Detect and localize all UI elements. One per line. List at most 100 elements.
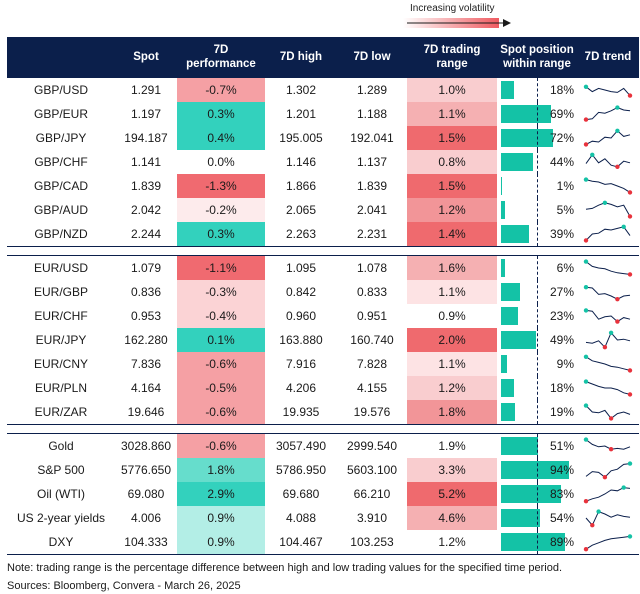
- trend-sparkline: [583, 437, 631, 452]
- trend-low-marker: [583, 499, 589, 504]
- high-value: 163.880: [279, 333, 323, 347]
- header-performance: 7D performance: [177, 37, 265, 78]
- trend-low-marker: [615, 297, 620, 302]
- instrument-name: GBP/NZD: [7, 222, 115, 247]
- trend-line: [585, 510, 631, 527]
- trend-line: [585, 535, 631, 550]
- trend-high-marker: [583, 354, 589, 359]
- low-value: 19.576: [337, 400, 407, 425]
- trend-cell: [577, 530, 639, 555]
- group-separator: [7, 424, 639, 434]
- trading-range-value: 1.5%: [407, 126, 497, 150]
- trend-sparkline: [585, 509, 631, 528]
- spot-position-cell: 72%: [497, 126, 577, 150]
- spot-position-bar: [501, 259, 505, 277]
- high-value: 3057.490: [265, 433, 337, 458]
- trading-range-value: 1.2%: [407, 530, 497, 555]
- spot-position-label: 5%: [556, 203, 574, 217]
- trend-high-marker: [583, 285, 589, 290]
- volatility-legend: Increasing volatility: [403, 0, 513, 36]
- spot-value: 19.646: [115, 400, 177, 425]
- instrument-name: GBP/CAD: [33, 179, 88, 193]
- trend-low-marker: [627, 214, 633, 219]
- spot-value: 5776.650: [120, 463, 172, 477]
- instrument-name: GBP/EUR: [33, 107, 88, 121]
- performance-value: -0.5%: [177, 376, 265, 400]
- spot-position-label: 9%: [556, 357, 574, 371]
- trend-cell: [577, 328, 639, 352]
- range-midpoint-line: [537, 376, 538, 400]
- header-performance-line1: 7D: [213, 44, 229, 56]
- trend-sparkline: [585, 200, 633, 219]
- trend-line: [585, 463, 631, 478]
- instrument-name: EUR/USD: [7, 255, 115, 280]
- trend-line: [585, 86, 631, 96]
- spot-value: 1.197: [130, 107, 162, 121]
- trading-range-value: 0.8%: [407, 150, 497, 174]
- trend-sparkline: [583, 105, 631, 122]
- instrument-name: EUR/ZAR: [7, 400, 115, 425]
- trading-range-value: 2.0%: [407, 328, 497, 352]
- group-separator-cell: [7, 246, 639, 256]
- instrument-name: EUR/JPY: [35, 333, 87, 347]
- spot-position-bar: [501, 509, 540, 527]
- trend-sparkline: [583, 354, 633, 373]
- trend-sparkline: [583, 285, 631, 302]
- volatility-legend-label: Increasing volatility: [410, 3, 495, 14]
- trading-range-value: 1.2%: [407, 376, 497, 400]
- performance-value: -0.4%: [177, 304, 265, 328]
- low-value: 103.253: [337, 530, 407, 555]
- spot-position-cell: 51%: [497, 433, 577, 458]
- high-value: 5786.950: [275, 463, 327, 477]
- trading-range-value: 1.5%: [407, 174, 497, 198]
- trend-high-marker: [583, 437, 589, 442]
- trend-low-marker: [590, 523, 595, 528]
- header-range-line1: 7D trading: [423, 44, 481, 56]
- trend-high-marker: [583, 308, 589, 313]
- spot-position-bar: [501, 81, 514, 99]
- spot-position-cell: 94%: [497, 458, 577, 482]
- trend-high-marker: [627, 534, 633, 539]
- spot-position-label: 18%: [549, 83, 574, 97]
- high-value: 4.088: [285, 511, 317, 525]
- high-value: 69.680: [282, 487, 320, 501]
- table-row: GBP/USD 1.291 -0.7% 1.302 1.289 1.0% 18%: [7, 77, 639, 102]
- spot-position-cell: 27%: [497, 280, 577, 304]
- trend-high-marker: [615, 105, 620, 110]
- low-value: 1.188: [356, 107, 388, 121]
- trading-range-value: 1.6%: [407, 255, 497, 280]
- range-midpoint-line: [537, 280, 538, 304]
- spot-value: 162.280: [124, 333, 168, 347]
- table-body: GBP/USD 1.291 -0.7% 1.302 1.289 1.0% 18% GBP/EU…: [7, 77, 639, 555]
- trend-low-marker: [583, 117, 589, 122]
- trend-high-marker: [608, 330, 614, 335]
- range-midpoint-line: [537, 506, 538, 530]
- high-value: 0.960: [285, 309, 317, 323]
- spot-position-bar: [501, 485, 561, 503]
- table-row: GBP/JPY 194.187 0.4% 195.005 192.041 1.5% 72%: [7, 126, 639, 150]
- trend-high-marker: [621, 485, 626, 490]
- instrument-name: GBP/JPY: [35, 131, 87, 145]
- instrument-name: EUR/PLN: [34, 381, 87, 395]
- spot-value: 3028.860: [115, 433, 177, 458]
- range-midpoint-line: [537, 198, 538, 222]
- spot-position-cell: 69%: [497, 102, 577, 126]
- spot-position-label: 6%: [556, 261, 574, 275]
- trend-line: [585, 107, 631, 121]
- trading-range-value: 1.1%: [407, 280, 497, 304]
- trend-line: [585, 202, 631, 217]
- low-value: 1.839: [356, 179, 388, 193]
- instrument-name: US 2-year yields: [16, 511, 106, 525]
- fx-volatility-table: Spot 7D performance 7D high 7D low 7D tra…: [7, 37, 639, 555]
- table-row: GBP/CHF 1.141 0.0% 1.146 1.137 0.8% 44%: [7, 150, 639, 174]
- low-value: 1.078: [337, 255, 407, 280]
- trading-range-value: 1.0%: [407, 77, 497, 102]
- trend-sparkline: [583, 534, 633, 552]
- high-value: 2.263: [265, 222, 337, 247]
- header-position-line2: within range: [503, 58, 571, 70]
- table-row: GBP/EUR 1.197 0.3% 1.201 1.188 1.1% 69%: [7, 102, 639, 126]
- trend-cell: [577, 482, 639, 506]
- spot-position-bar: [501, 225, 529, 243]
- spot-value: 1.141: [130, 155, 162, 169]
- table-row: DXY 104.333 0.9% 104.467 103.253 1.2% 89%: [7, 530, 639, 555]
